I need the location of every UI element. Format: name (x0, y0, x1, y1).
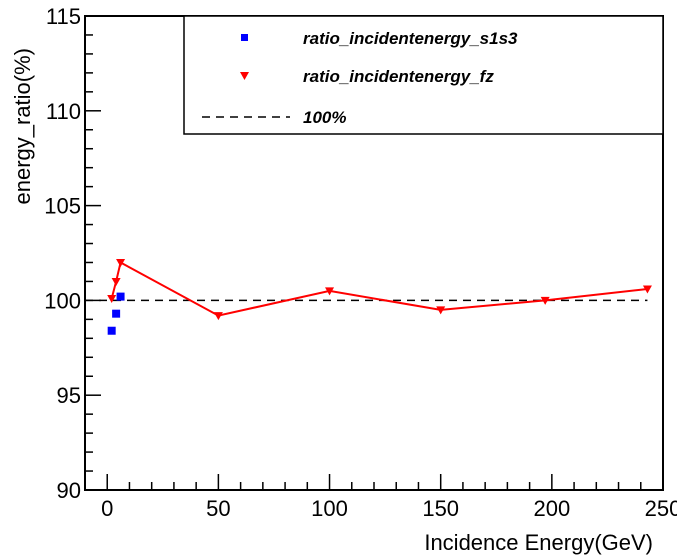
y-tick-label: 100 (44, 288, 81, 313)
y-tick-label: 115 (46, 4, 81, 29)
data-point-fz (436, 306, 446, 315)
data-point-fz (107, 295, 117, 304)
data-point-s1s3 (112, 309, 121, 318)
data-point-fz (116, 258, 126, 267)
tick-marks (85, 15, 664, 491)
data-point-fz (642, 285, 652, 294)
legend-label-fz: ratio_incidentenergy_fz (303, 67, 494, 86)
data-point-s1s3 (116, 292, 125, 301)
legend: ratio_incidentenergy_s1s3 ratio_incident… (183, 15, 664, 135)
legend-label-s1s3: ratio_incidentenergy_s1s3 (303, 29, 518, 48)
legend-marker-s1s3 (241, 34, 248, 41)
legend-label-100: 100% (303, 108, 346, 127)
x-tick-label: 0 (101, 496, 113, 521)
x-axis-title: Incidence Energy(GeV) (424, 530, 653, 555)
x-tick-label: 250 (645, 496, 677, 521)
y-axis-title: energy_ratio(%) (10, 48, 35, 205)
data-point-fz (213, 312, 223, 321)
x-tick-label: 200 (533, 496, 570, 521)
x-tick-label: 150 (422, 496, 459, 521)
plot-area (85, 258, 652, 335)
y-tick-label: 95 (57, 383, 81, 408)
legend-box (183, 15, 664, 135)
data-point-s1s3 (107, 326, 116, 335)
y-tick-label: 90 (57, 478, 81, 503)
x-tick-label: 50 (206, 496, 230, 521)
tick-labels: 0 50 100 150 200 250 90 95 100 105 110 115 (44, 4, 677, 521)
data-point-fz (325, 287, 335, 296)
y-tick-label: 110 (46, 99, 81, 124)
data-point-fz (111, 277, 121, 286)
x-tick-label: 100 (311, 496, 348, 521)
y-tick-label: 105 (44, 194, 81, 219)
legend-marker-fz (240, 72, 249, 80)
data-point-fz (540, 296, 550, 305)
